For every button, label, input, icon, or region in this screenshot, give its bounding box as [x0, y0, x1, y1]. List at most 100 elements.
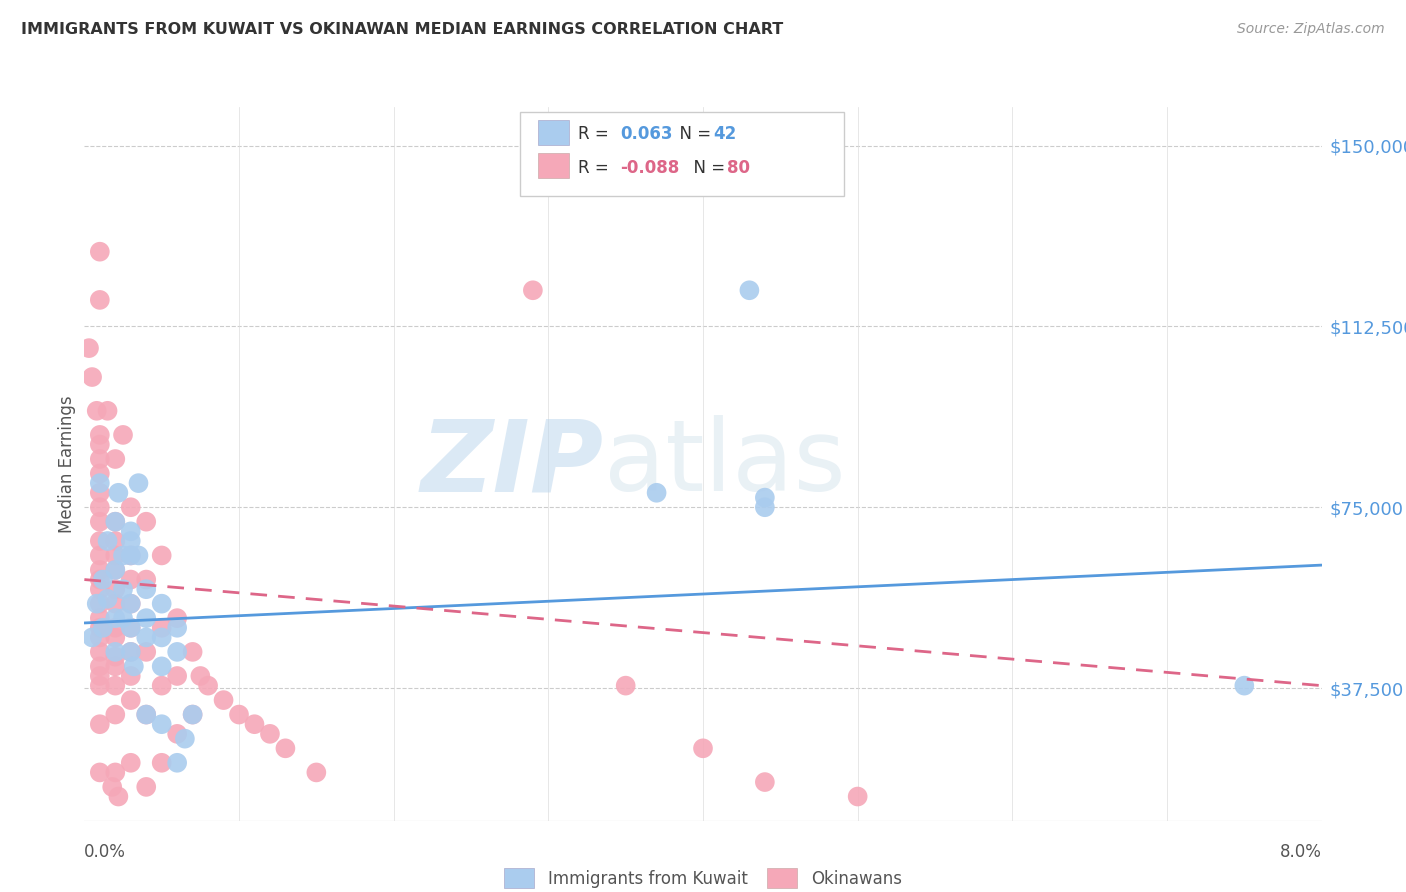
Point — [89, 597, 111, 611]
Point — [754, 775, 776, 789]
Point — [89, 765, 111, 780]
Text: R =: R = — [578, 125, 614, 143]
Point — [107, 789, 129, 804]
Point — [166, 756, 188, 770]
Point — [274, 741, 297, 756]
Text: atlas: atlas — [605, 416, 845, 512]
Point — [120, 549, 142, 563]
Point — [181, 645, 204, 659]
Legend: Immigrants from Kuwait, Okinawans: Immigrants from Kuwait, Okinawans — [498, 862, 908, 892]
Text: 0.063: 0.063 — [620, 125, 672, 143]
Point — [96, 533, 120, 548]
Point — [135, 582, 157, 597]
Point — [89, 563, 111, 577]
Point — [89, 476, 111, 491]
Point — [101, 780, 124, 794]
Point — [166, 621, 188, 635]
Point — [120, 645, 142, 659]
Point — [120, 597, 142, 611]
Point — [166, 727, 188, 741]
Point — [104, 645, 127, 659]
Point — [128, 476, 150, 491]
Point — [738, 283, 761, 297]
Point — [305, 765, 328, 780]
Point — [89, 645, 111, 659]
Point — [135, 707, 157, 722]
Point — [104, 549, 127, 563]
Point — [135, 631, 157, 645]
Point — [89, 611, 111, 625]
Point — [89, 244, 111, 259]
Point — [104, 563, 127, 577]
Point — [150, 631, 173, 645]
Point — [89, 293, 111, 307]
Point — [150, 756, 173, 770]
Point — [104, 563, 127, 577]
Point — [89, 659, 111, 673]
Point — [212, 693, 235, 707]
Point — [135, 780, 157, 794]
Point — [89, 428, 111, 442]
Point — [104, 649, 127, 664]
Point — [89, 582, 111, 597]
Point — [846, 789, 869, 804]
Point — [166, 669, 188, 683]
Text: Source: ZipAtlas.com: Source: ZipAtlas.com — [1237, 22, 1385, 37]
Point — [89, 549, 111, 563]
Point — [104, 452, 127, 467]
Point — [174, 731, 197, 746]
Point — [89, 437, 111, 451]
Point — [120, 621, 142, 635]
Point — [692, 741, 714, 756]
Point — [107, 485, 129, 500]
Text: -0.088: -0.088 — [620, 159, 679, 177]
Point — [112, 582, 135, 597]
Point — [120, 621, 142, 635]
Point — [96, 404, 120, 418]
Point — [89, 500, 111, 515]
Point — [112, 611, 135, 625]
Point — [91, 573, 114, 587]
Point — [104, 765, 127, 780]
Point — [128, 549, 150, 563]
Point — [89, 467, 111, 481]
Point — [104, 621, 127, 635]
Point — [104, 631, 127, 645]
Point — [82, 631, 104, 645]
Point — [614, 679, 637, 693]
Point — [112, 549, 135, 563]
Point — [135, 573, 157, 587]
Point — [89, 533, 111, 548]
Point — [166, 611, 188, 625]
Point — [522, 283, 544, 297]
Text: N =: N = — [683, 159, 731, 177]
Point — [89, 631, 111, 645]
Point — [754, 500, 776, 515]
Point — [135, 611, 157, 625]
Point — [104, 533, 127, 548]
Point — [104, 611, 127, 625]
Text: IMMIGRANTS FROM KUWAIT VS OKINAWAN MEDIAN EARNINGS CORRELATION CHART: IMMIGRANTS FROM KUWAIT VS OKINAWAN MEDIA… — [21, 22, 783, 37]
Text: N =: N = — [669, 125, 717, 143]
Point — [104, 707, 127, 722]
Text: 8.0%: 8.0% — [1279, 843, 1322, 861]
Text: 42: 42 — [713, 125, 737, 143]
Point — [135, 707, 157, 722]
Point — [135, 515, 157, 529]
Text: ZIP: ZIP — [420, 416, 605, 512]
Point — [89, 573, 111, 587]
Point — [150, 679, 173, 693]
Point — [120, 524, 142, 539]
Point — [96, 591, 120, 606]
Point — [86, 404, 108, 418]
Point — [228, 707, 250, 722]
Point — [120, 669, 142, 683]
Text: R =: R = — [578, 159, 614, 177]
Point — [120, 500, 142, 515]
Text: 80: 80 — [727, 159, 749, 177]
Point — [82, 370, 104, 384]
Point — [104, 582, 127, 597]
Point — [754, 491, 776, 505]
Point — [89, 485, 111, 500]
Point — [181, 707, 204, 722]
